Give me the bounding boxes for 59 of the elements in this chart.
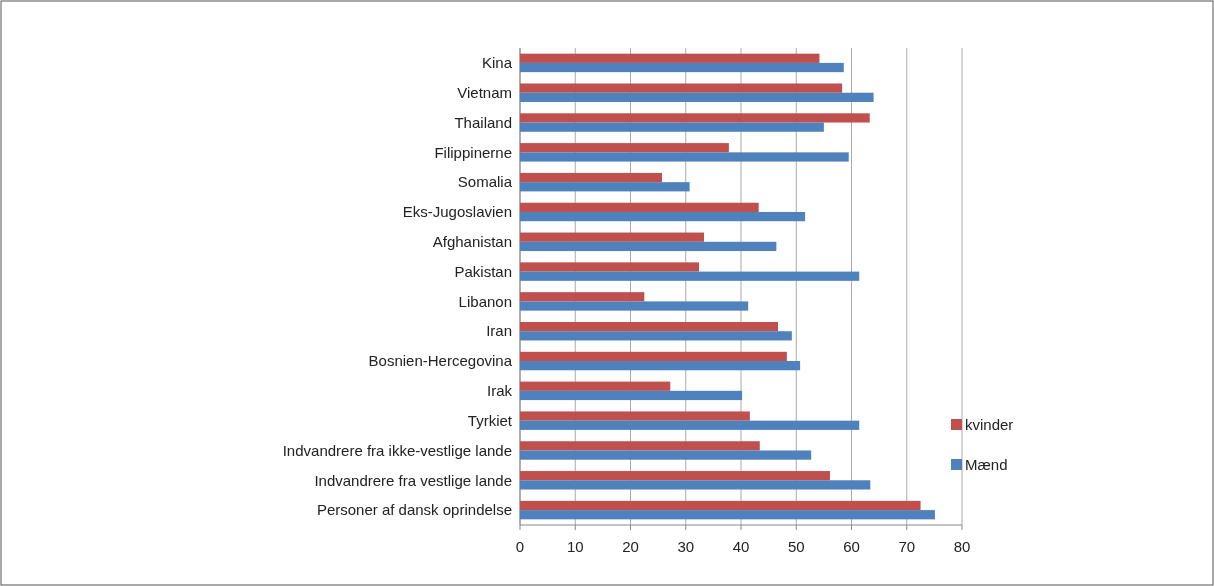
bar [520,500,921,511]
x-tick-label: 30 [677,538,695,555]
y-tick-label: Bosnien-Hercegovina [368,352,513,370]
bar [520,411,750,421]
y-tick-label: Vietnam [457,83,512,101]
bar [520,262,700,272]
y-tick-label: Libanon [458,292,512,310]
bar [520,381,671,391]
bar [520,241,777,252]
bar [520,331,792,341]
y-tick-label: Somalia [457,173,513,191]
bar [520,172,662,183]
bar [520,480,871,490]
y-tick-label: Irak [486,382,513,400]
x-tick-label: 70 [898,538,916,555]
bar [520,202,759,212]
y-tick-label: Indvandrere fra ikke-vestlige lande [282,441,512,459]
bar [520,271,860,281]
bar [520,321,779,332]
bar [520,62,844,73]
y-tick-label: Indvandrere fra vestlige lande [314,471,512,489]
y-tick-label: Eks-Jugoslavien [402,203,512,221]
bar [520,361,801,371]
x-tick-label: 50 [787,538,805,555]
bar [520,53,820,63]
bar [520,471,830,481]
bar [520,113,870,123]
bar [520,450,812,460]
x-tick-label: 80 [953,538,971,555]
bar [520,390,743,401]
bar [520,292,645,302]
bar [520,122,824,132]
bar [520,143,729,153]
y-tick-label: Personer af dansk oprindelse [316,501,512,519]
y-tick-label: Iran [486,322,512,340]
bar [520,420,860,430]
y-tick-label: Thailand [454,113,512,131]
bar [520,152,849,162]
x-tick-label: 0 [515,538,525,555]
bar [520,441,760,451]
bar [520,83,843,93]
legend-label: Mænd [965,456,1008,474]
bar [520,232,704,242]
y-tick-label: Kina [481,54,513,72]
bar [520,182,690,192]
y-tick-label: Tyrkiet [467,411,513,429]
x-tick-label: 60 [843,538,860,555]
y-tick-label: Afghanistan [432,233,512,251]
x-tick-label: 10 [566,538,584,555]
y-tick-label: Filippinerne [434,143,512,161]
bar [520,92,874,102]
x-tick-label: 20 [622,538,639,555]
legend-label: kvinder [965,416,1014,434]
bar [520,351,787,362]
bar [520,211,806,222]
bar [520,510,935,520]
y-tick-label: Pakistan [454,262,512,280]
bar [520,301,749,311]
x-tick-label: 40 [732,538,750,555]
